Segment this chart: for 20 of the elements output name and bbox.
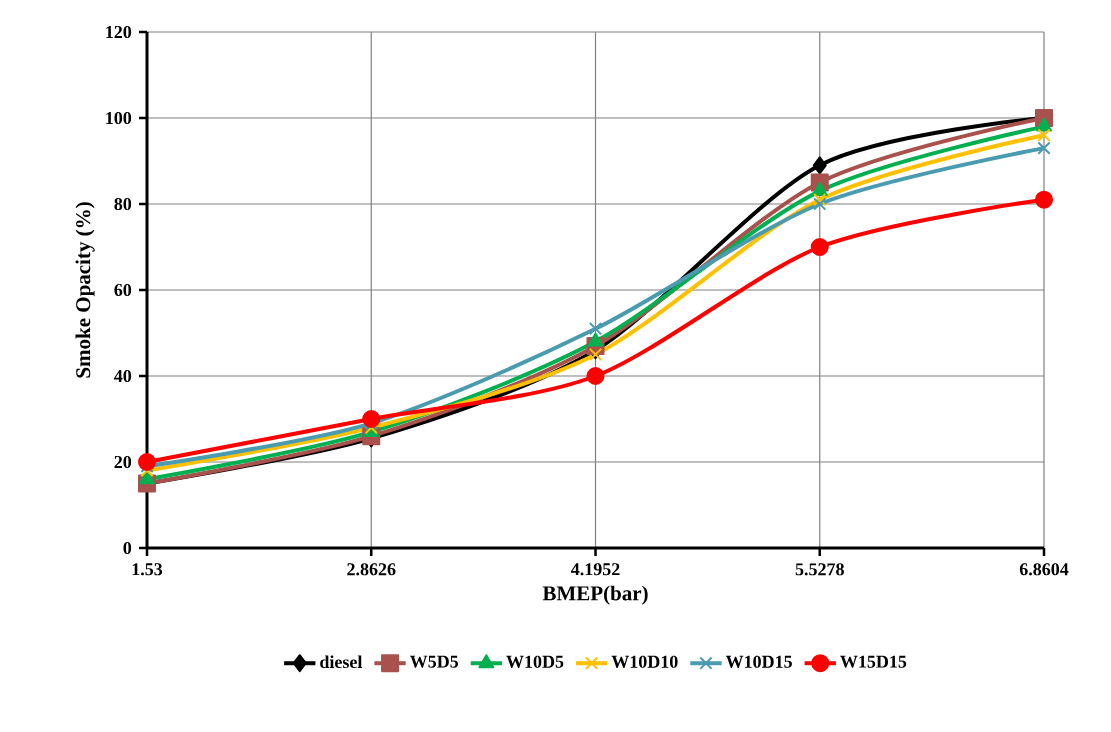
y-tick-label: 20 [114, 455, 132, 469]
y-axis-title: Smoke Opacity (%) [75, 202, 95, 378]
y-tick-label: 0 [123, 541, 132, 555]
y-tick-label: 120 [106, 25, 132, 39]
legend-label: W5D5 [409, 655, 459, 668]
x-tick-label: 6.8604 [1019, 563, 1069, 576]
x-tick-label: 4.1952 [571, 563, 620, 576]
x-axis-title: BMEP(bar) [542, 585, 648, 605]
x-tick-label: 1.53 [132, 563, 163, 576]
y-tick-label: 100 [106, 111, 132, 125]
legend-label: diesel [320, 655, 363, 669]
legend-label: W10D10 [611, 655, 678, 668]
y-tick-label: 80 [114, 197, 132, 211]
x-tick-label: 5.5278 [795, 563, 844, 576]
legend-label: W10D15 [725, 655, 792, 668]
y-tick-label: 40 [114, 369, 132, 383]
x-tick-label: 2.8626 [347, 563, 396, 576]
y-tick-label: 60 [114, 283, 132, 297]
legend-label: W15D15 [840, 655, 907, 668]
legend-label: W10D5 [506, 655, 564, 668]
